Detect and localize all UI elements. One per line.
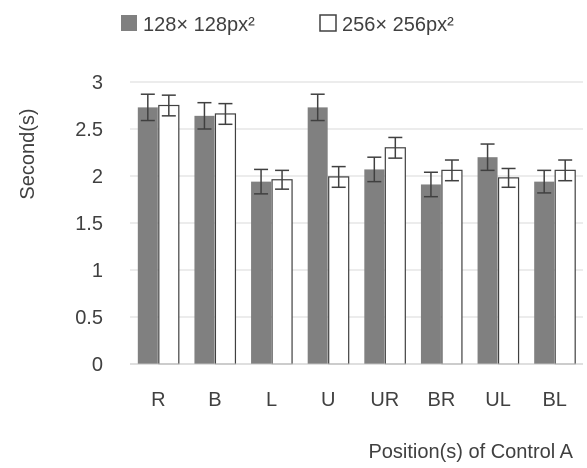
error-bar-series1-BR — [423, 171, 438, 198]
error-bar-series2-BL — [558, 159, 573, 182]
x-tick-label-BL: BL — [542, 389, 566, 411]
error-bar-series1-UR — [367, 156, 382, 183]
bar-series1-U — [307, 107, 328, 364]
error-bar-series2-BR — [444, 159, 459, 182]
y-tick-label-1: 0.5 — [75, 307, 103, 329]
bar-series1-UL — [477, 157, 498, 364]
bar-series2-R — [158, 104, 180, 365]
error-bar-series2-B — [218, 102, 233, 126]
legend-swatch-series-1 — [121, 15, 137, 31]
x-tick-label-UL: UL — [485, 389, 511, 411]
legend: 128× 128px² 256× 256px² — [121, 14, 454, 36]
bar-series1-L — [251, 181, 272, 364]
bar-series1-B — [194, 115, 215, 364]
y-tick-label-5: 2.5 — [75, 119, 103, 141]
y-axis-title: Second(s) — [17, 108, 39, 199]
bar-series2-L — [271, 179, 293, 365]
x-tick-label-BR: BR — [428, 389, 456, 411]
bar-series2-UR — [384, 147, 406, 365]
legend-swatch-series-2 — [319, 14, 337, 32]
bar-series1-R — [137, 107, 158, 364]
bar-series2-U — [328, 176, 350, 365]
bar-series2-BL — [554, 169, 576, 365]
error-bars — [140, 93, 573, 198]
y-tick-label-0: 0 — [92, 354, 103, 376]
x-tick-label-U: U — [321, 389, 335, 411]
error-bar-series1-UL — [480, 143, 495, 172]
legend-label-series-2: 256× 256px² — [342, 14, 454, 36]
error-bar-series1-U — [310, 93, 325, 122]
y-tick-label-3: 1.5 — [75, 213, 103, 235]
error-bar-series2-UL — [501, 167, 516, 189]
y-tick-label-2: 1 — [92, 260, 103, 282]
x-tick-label-UR: UR — [370, 389, 399, 411]
x-tick-label-L: L — [266, 389, 277, 411]
bar-series2-UL — [497, 177, 520, 365]
x-tick-label-B: B — [208, 389, 221, 411]
bar-series2-B — [214, 113, 237, 365]
x-axis-title: Position(s) of Control A — [368, 441, 573, 463]
bar-series2-BR — [441, 169, 463, 365]
error-bar-series2-R — [161, 94, 176, 117]
bar-series1-BL — [534, 181, 555, 364]
error-bar-series1-B — [197, 101, 212, 130]
bars — [137, 104, 576, 365]
bar-series1-BR — [420, 184, 441, 364]
error-bar-series1-BL — [537, 169, 552, 194]
error-bar-series2-L — [275, 169, 290, 190]
bar-series1-UR — [364, 169, 385, 364]
y-tick-label-6: 3 — [92, 72, 103, 94]
error-bar-series2-U — [331, 165, 346, 189]
y-axis-ticks: 0 0.5 1 1.5 2 2.5 3 — [75, 72, 103, 376]
x-tick-label-R: R — [151, 389, 165, 411]
legend-label-series-1: 128× 128px² — [143, 14, 255, 36]
error-bar-series1-R — [140, 93, 155, 122]
error-bar-series2-UR — [388, 136, 403, 159]
error-bar-series1-L — [254, 168, 269, 195]
y-tick-label-4: 2 — [92, 166, 103, 188]
x-axis-ticks: R B L U UR BR UL BL — [151, 389, 567, 411]
